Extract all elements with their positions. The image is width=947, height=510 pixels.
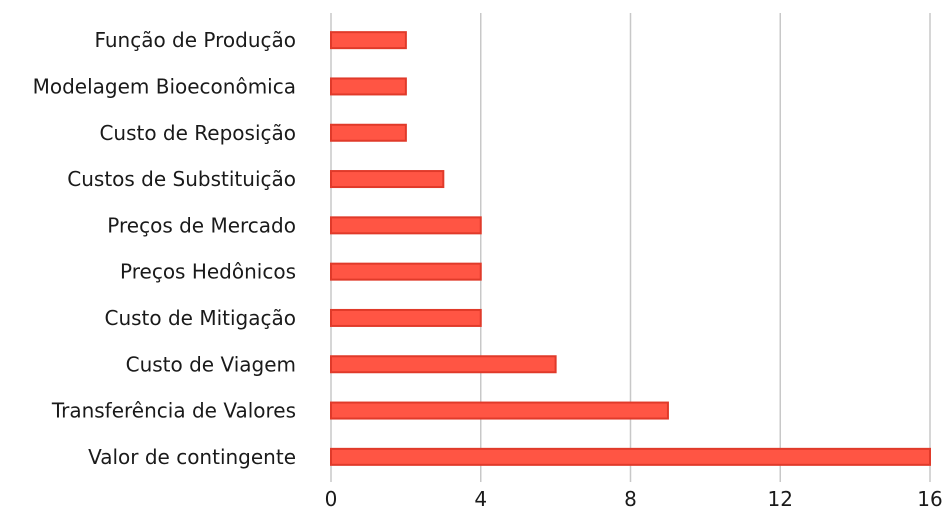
bar-5	[330, 262, 482, 281]
bar-2	[330, 123, 407, 142]
x-tick-label: 12	[768, 487, 793, 510]
x-tick-labels: 0 4 8 12 16	[325, 487, 943, 510]
bars	[330, 31, 931, 466]
category-label: Custo de Mitigação	[104, 306, 296, 330]
bar-4	[330, 216, 482, 235]
bar-1	[330, 77, 407, 96]
category-label: Função de Produção	[94, 28, 296, 52]
bar-3	[330, 170, 445, 189]
x-tick-label: 8	[624, 487, 637, 510]
x-tick-label: 0	[325, 487, 338, 510]
x-tick-label: 4	[474, 487, 487, 510]
category-label: Modelagem Bioeconômica	[33, 74, 296, 98]
category-label: Preços Hedônicos	[120, 260, 296, 284]
category-label: Valor de contingente	[88, 445, 296, 469]
bar-0	[330, 31, 407, 50]
category-label: Preços de Mercado	[107, 213, 296, 237]
bar-6	[330, 308, 482, 327]
category-label: Custos de Substituição	[67, 167, 296, 191]
category-labels: Função de Produção Modelagem Bioeconômica…	[33, 28, 296, 469]
category-label: Custo de Reposição	[99, 121, 296, 145]
bar-7	[330, 355, 557, 374]
category-label: Transferência de Valores	[51, 399, 296, 423]
bar-8	[330, 401, 669, 420]
bar-9	[330, 447, 931, 466]
category-label: Custo de Viagem	[126, 352, 296, 376]
x-tick-label: 16	[917, 487, 942, 510]
